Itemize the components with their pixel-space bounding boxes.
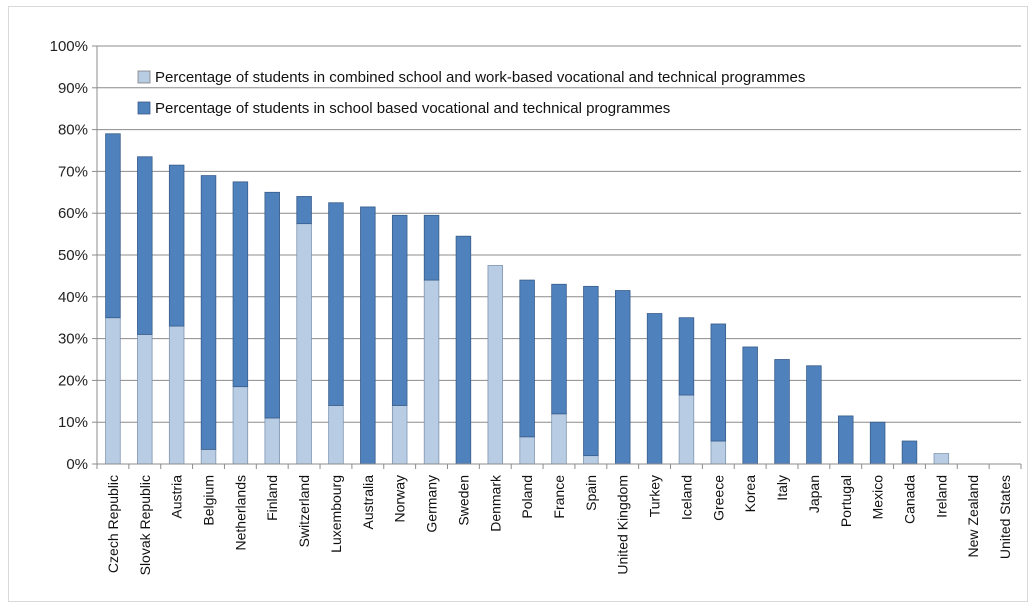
bar-combined-belgium xyxy=(200,448,217,465)
bar-school-czech-republic xyxy=(105,133,121,319)
bar-school-canada xyxy=(901,440,918,465)
x-tick-label: Czech Republic xyxy=(105,475,121,573)
y-tick-label: 100% xyxy=(50,38,88,55)
x-tick-label: Canada xyxy=(901,475,917,524)
bar-combined-finland xyxy=(264,417,280,465)
bar-combined-czech-republic xyxy=(105,317,121,465)
bar-combined-denmark xyxy=(487,265,504,465)
bars xyxy=(105,133,950,465)
legend: Percentage of students in combined schoo… xyxy=(137,69,805,117)
x-tick-label: United States xyxy=(997,475,1013,559)
bar-school-spain xyxy=(583,285,599,457)
y-tick-label: 30% xyxy=(58,331,88,348)
x-tick-label: New Zealand xyxy=(965,475,981,558)
x-axis xyxy=(96,463,1022,469)
bar-school-australia xyxy=(360,206,376,465)
y-tick-label: 0% xyxy=(66,456,88,473)
bar-combined-slovak-republic xyxy=(137,334,153,465)
bar-school-poland xyxy=(519,279,535,438)
bar-combined-netherlands xyxy=(232,386,249,465)
y-tick-label: 20% xyxy=(58,372,88,389)
bar-school-finland xyxy=(264,191,280,419)
x-tick-label: Norway xyxy=(392,475,408,522)
x-tick-label: France xyxy=(551,475,567,519)
x-tick-label: Belgium xyxy=(201,475,217,526)
x-tick-label: Poland xyxy=(519,475,535,519)
legend-label-school: Percentage of students in school based v… xyxy=(155,100,670,117)
x-tick-label: Sweden xyxy=(455,475,471,526)
bar-school-austria xyxy=(168,164,185,327)
y-tick-label: 80% xyxy=(58,122,88,139)
y-tick-label: 60% xyxy=(58,205,88,222)
bar-school-belgium xyxy=(200,175,217,450)
x-tick-label: Spain xyxy=(583,475,599,511)
bar-school-norway xyxy=(391,214,408,406)
x-axis-labels: Czech Republic Slovak Republic Austria Belg… xyxy=(105,474,1013,575)
bar-combined-ireland xyxy=(933,453,950,465)
x-tick-label: Japan xyxy=(806,475,822,513)
x-tick-label: Denmark xyxy=(487,474,503,532)
x-tick-label: Ireland xyxy=(933,475,949,518)
bar-combined-switzerland xyxy=(296,223,312,465)
x-tick-label: Korea xyxy=(742,475,758,513)
bar-school-japan xyxy=(806,365,822,465)
bar-school-italy xyxy=(774,359,790,465)
y-tick-label: 70% xyxy=(58,163,88,180)
bar-combined-germany xyxy=(423,279,440,465)
bar-combined-poland xyxy=(519,436,535,465)
bar-school-iceland xyxy=(678,317,695,396)
bar-school-germany xyxy=(423,214,440,281)
bar-school-slovak-republic xyxy=(137,156,153,335)
y-axis-ticks: 0% 10% 20% 30% 40% 50% 60% 70% 80% 90% 100% xyxy=(50,38,98,473)
bar-school-sweden xyxy=(455,235,472,465)
y-tick-label: 90% xyxy=(58,80,88,97)
bar-school-united-kingdom xyxy=(615,290,631,465)
x-tick-label: Australia xyxy=(360,475,376,530)
x-tick-label: Slovak Republic xyxy=(137,475,153,575)
y-tick-label: 10% xyxy=(58,414,88,431)
x-tick-label: Finland xyxy=(264,475,280,521)
bar-school-switzerland xyxy=(296,196,312,225)
legend-label-combined: Percentage of students in combined schoo… xyxy=(155,69,805,86)
bar-school-turkey xyxy=(646,313,663,465)
bar-school-greece xyxy=(710,323,727,442)
bar-combined-luxembourg xyxy=(328,405,344,465)
legend-swatch-school xyxy=(137,101,151,115)
x-tick-label: Netherlands xyxy=(232,475,248,551)
bar-school-korea xyxy=(742,346,758,465)
bar-combined-norway xyxy=(391,405,408,465)
x-tick-label: Germany xyxy=(424,475,440,533)
x-tick-label: Italy xyxy=(774,475,790,501)
x-tick-label: United Kingdom xyxy=(615,475,631,575)
bar-combined-austria xyxy=(168,325,185,465)
x-tick-label: Iceland xyxy=(678,475,694,520)
x-tick-label: Greece xyxy=(710,475,726,521)
x-tick-label: Austria xyxy=(169,475,185,519)
x-tick-label: Turkey xyxy=(647,475,663,517)
y-tick-label: 40% xyxy=(58,289,88,306)
bar-school-portugal xyxy=(838,415,854,465)
bar-combined-greece xyxy=(710,440,727,465)
x-tick-label: Luxembourg xyxy=(328,475,344,553)
x-tick-label: Mexico xyxy=(870,475,886,520)
bar-school-netherlands xyxy=(232,181,249,388)
bar-combined-spain xyxy=(583,455,599,465)
bar-combined-iceland xyxy=(678,394,695,465)
y-tick-label: 50% xyxy=(58,247,88,264)
bar-combined-france xyxy=(551,413,567,465)
legend-swatch-combined xyxy=(137,70,151,84)
bar-school-mexico xyxy=(869,421,886,465)
bar-school-france xyxy=(551,283,567,415)
bar-school-luxembourg xyxy=(328,202,344,406)
x-tick-label: Switzerland xyxy=(296,475,312,547)
x-tick-label: Portugal xyxy=(838,475,854,527)
stacked-bar-chart: 0% 10% 20% 30% 40% 50% 60% 70% 80% 90% 100% Czech … xyxy=(50,38,1022,575)
chart-frame: 0% 10% 20% 30% 40% 50% 60% 70% 80% 90% 100% Czech … xyxy=(8,6,1028,602)
